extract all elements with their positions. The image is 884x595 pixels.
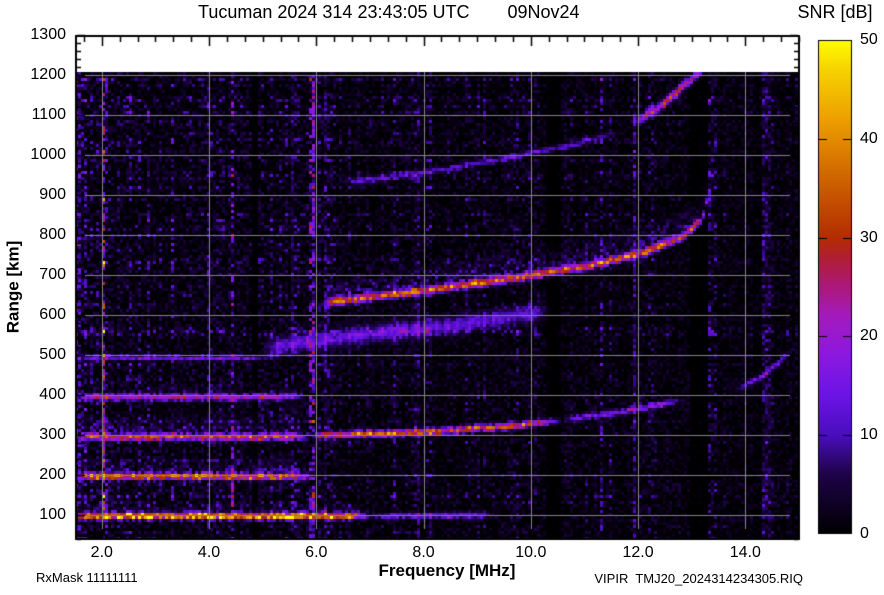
colorbar-tick-label: 10 [860,426,878,444]
colorbar-tick-label: 30 [860,228,878,246]
colorbar-tick-label: 20 [860,327,878,345]
rx-mask-label: RxMask 11111111 [36,570,138,585]
y-tick-label: 1000 [30,146,66,163]
y-tick-label: 1300 [30,26,66,43]
title-station-time: Tucuman 2024 314 23:43:05 UTC [198,2,470,22]
x-tick-label: 8.0 [412,544,435,561]
x-tick-label: 10.0 [515,544,547,561]
y-tick-label: 500 [39,346,66,363]
source-file-label: VIPIR TMJ20_2024314234305.RIQ [594,571,803,586]
y-tick-label: 300 [39,426,66,443]
x-tick-label: 2.0 [90,544,113,561]
y-tick-label: 800 [39,226,66,243]
x-tick-label: 14.0 [729,544,761,561]
colorbar-title: SNR [dB] [797,2,873,22]
y-tick-label: 600 [39,306,66,323]
colorbar-tick-label: 50 [860,31,878,48]
figure-title: Tucuman 2024 314 23:43:05 UTC 09Nov24 [198,2,580,23]
x-tick-label: 4.0 [197,544,221,561]
y-tick-label: 1200 [30,66,66,83]
x-tick-label: 6.0 [305,544,328,561]
y-tick-label: 700 [39,266,66,283]
title-date: 09Nov24 [507,2,580,22]
colorbar-tick-label: 0 [860,525,869,542]
x-tick-label: 12.0 [622,544,654,561]
y-tick-label: 100 [39,506,66,523]
y-tick-label: 900 [39,186,66,203]
colorbar-tick-label: 40 [860,129,878,147]
y-tick-label: 1100 [31,106,66,123]
x-axis-label: Frequency [MHz] [378,561,516,580]
y-tick-label: 200 [39,466,66,483]
y-tick-label: 400 [39,386,66,403]
